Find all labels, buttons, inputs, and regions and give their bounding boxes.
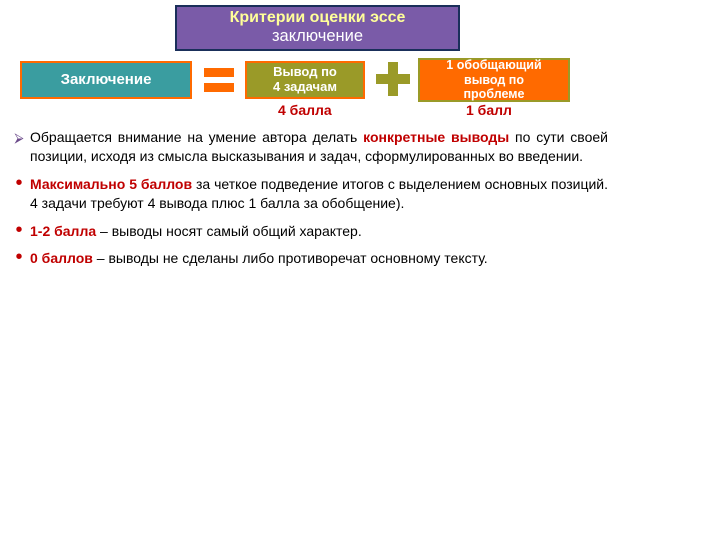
bullet-1-marker: ⮚ bbox=[8, 128, 30, 147]
b4-red: 0 баллов bbox=[30, 250, 93, 266]
bullet-3-marker: • bbox=[8, 222, 30, 237]
chip-general-l1: 1 обобщающий bbox=[446, 58, 541, 72]
bullet-1: ⮚ Обращается внимание на умение автора д… bbox=[8, 128, 608, 166]
bullet-1-text: Обращается внимание на умение автора дел… bbox=[30, 128, 608, 166]
bullet-2: • Максимально 5 баллов за четкое подведе… bbox=[8, 175, 608, 213]
chip-four-tasks-l1: Вывод по bbox=[273, 65, 337, 80]
chip-general-conclusion: 1 обобщающий вывод по проблеме bbox=[418, 58, 570, 102]
title-line2: заключение bbox=[177, 27, 458, 46]
bullet-2-text: Максимально 5 баллов за четкое подведени… bbox=[30, 175, 608, 213]
score-4: 4 балла bbox=[278, 102, 332, 118]
b1-red: конкретные выводы bbox=[363, 129, 509, 145]
b4-rest: – выводы не сделаны либо противоречат ос… bbox=[93, 250, 488, 266]
chip-four-tasks-l2: 4 задачам bbox=[273, 80, 337, 95]
bullet-4-marker: • bbox=[8, 249, 30, 264]
plus-icon bbox=[376, 62, 410, 96]
b1-pre: Обращается внимание на умение автора дел… bbox=[30, 129, 363, 145]
chip-conclusion: Заключение bbox=[20, 61, 192, 99]
b2-red: Максимально 5 баллов bbox=[30, 176, 192, 192]
title-line1: Критерии оценки эссе bbox=[177, 9, 458, 27]
equals-bar-top bbox=[204, 68, 234, 77]
bullet-2-marker: • bbox=[8, 175, 30, 190]
bullet-4: • 0 баллов – выводы не сделаны либо прот… bbox=[8, 249, 608, 268]
bullet-list: ⮚ Обращается внимание на умение автора д… bbox=[8, 128, 608, 277]
equals-bar-bottom bbox=[204, 83, 234, 92]
bullet-3: • 1-2 балла – выводы носят самый общий х… bbox=[8, 222, 608, 241]
b3-rest: – выводы носят самый общий характер. bbox=[96, 223, 362, 239]
chip-general-l2: вывод по bbox=[464, 73, 524, 87]
chip-conclusion-label: Заключение bbox=[61, 71, 152, 88]
b3-red: 1-2 балла bbox=[30, 223, 96, 239]
score-1: 1 балл bbox=[466, 102, 512, 118]
bullet-4-text: 0 баллов – выводы не сделаны либо против… bbox=[30, 249, 608, 268]
chip-four-tasks: Вывод по 4 задачам bbox=[245, 61, 365, 99]
bullet-3-text: 1-2 балла – выводы носят самый общий хар… bbox=[30, 222, 608, 241]
title-box: Критерии оценки эссе заключение bbox=[175, 5, 460, 51]
chip-general-l3: проблеме bbox=[464, 87, 525, 101]
